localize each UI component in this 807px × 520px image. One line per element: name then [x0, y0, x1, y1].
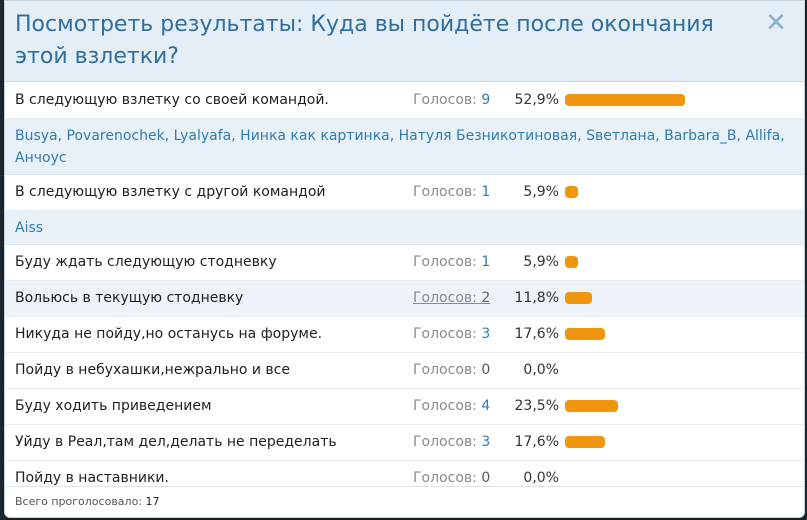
poll-option-label: Вольюсь в текущую стодневку: [15, 290, 244, 306]
voter-separator: ,: [57, 128, 67, 144]
vote-percent: 0,0%: [523, 470, 559, 486]
total-votes-count: 17: [145, 495, 160, 508]
vote-percent: 5,9%: [523, 184, 559, 200]
voter-separator: ,: [736, 128, 746, 144]
vote-percent: 52,9%: [514, 92, 559, 108]
voter-separator: ,: [780, 128, 785, 144]
vote-count-link[interactable]: Голосов: 4: [413, 389, 490, 424]
vote-percent-bar: [565, 292, 592, 304]
poll-results-dialog: Посмотреть результаты: Куда вы пойдёте п…: [4, 0, 805, 518]
voter-separator: ,: [389, 128, 399, 144]
poll-results-list: В следующую взлетку со своей командой. Го…: [5, 83, 804, 497]
voter-separator: ,: [231, 128, 241, 144]
vote-count: 3: [481, 434, 491, 450]
voter-link[interactable]: Анчоус: [15, 150, 67, 166]
vote-count-prefix: Голосов:: [413, 470, 482, 486]
vote-percent-bar: [565, 94, 685, 106]
poll-option-label: Пойду в небухашки,нежрально и все: [15, 362, 290, 378]
vote-percent: 17,6%: [514, 326, 559, 342]
voter-link[interactable]: Lyalyafa: [173, 128, 232, 144]
vote-percent-bar: [565, 186, 578, 198]
poll-option-row: Вольюсь в текущую стодневку Голосов: 2 11,…: [5, 281, 804, 317]
poll-option-row: Буду ходить приведением Голосов: 4 23,5%: [5, 389, 804, 425]
vote-percent: 17,6%: [514, 434, 559, 450]
voter-list: Aiss: [5, 211, 804, 245]
total-votes-label: Всего проголосовало:: [15, 495, 146, 508]
poll-option-label: В следующую взлетку с другой командой: [15, 184, 326, 200]
poll-option-label: Буду ходить приведением: [15, 398, 212, 414]
voter-separator: ,: [577, 128, 587, 144]
poll-option-row: В следующую взлетку со своей командой. Го…: [5, 83, 804, 119]
vote-count: 3: [481, 326, 491, 342]
vote-count-link[interactable]: Голосов: 1: [413, 175, 490, 210]
vote-count: 1: [481, 254, 491, 270]
vote-count-link: Голосов: 0: [413, 353, 490, 388]
vote-count: 0: [481, 470, 491, 486]
voter-link[interactable]: Нинка как картинка: [240, 128, 390, 144]
vote-count-link[interactable]: Голосов: 9: [413, 83, 490, 118]
vote-percent-bar: [565, 328, 605, 340]
voter-list: Busya, Povarenochek, Lyalyafa, Нинка как…: [5, 119, 804, 175]
dialog-footer: Всего проголосовало: 17: [5, 486, 804, 517]
vote-percent: 23,5%: [514, 398, 559, 414]
vote-count: 2: [481, 290, 491, 306]
vote-percent: 0,0%: [523, 362, 559, 378]
poll-option-row: Уйду в Реал,там дел,делать не переделать…: [5, 425, 804, 461]
vote-count-prefix: Голосов:: [413, 398, 482, 414]
voter-link[interactable]: Натуля Безникотиновая: [398, 128, 578, 144]
vote-count-link[interactable]: Голосов: 3: [413, 317, 490, 352]
dialog-header: Посмотреть результаты: Куда вы пойдёте п…: [5, 1, 804, 82]
voter-link[interactable]: Povarenochek: [66, 128, 165, 144]
vote-count: 0: [481, 362, 491, 378]
voter-link[interactable]: Barbara_B: [664, 128, 737, 144]
vote-count: 9: [481, 92, 491, 108]
voter-separator: ,: [164, 128, 174, 144]
vote-count-link[interactable]: Голосов: 3: [413, 425, 490, 460]
vote-percent-bar: [565, 400, 618, 412]
vote-percent-bar: [565, 256, 578, 268]
poll-option-row: В следующую взлетку с другой командой Гол…: [5, 175, 804, 211]
voter-link[interactable]: Busya: [15, 128, 58, 144]
poll-option-row: Буду ждать следующую стодневку Голосов: 1…: [5, 245, 804, 281]
poll-option-label: Никуда не пойду,но останусь на форуме.: [15, 326, 323, 342]
vote-count-prefix: Голосов:: [413, 254, 482, 270]
poll-option-row: Пойду в небухашки,нежрально и все Голосов…: [5, 353, 804, 389]
voter-link[interactable]: Allifa: [745, 128, 781, 144]
vote-percent: 11,8%: [514, 290, 559, 306]
poll-option-label: Буду ждать следующую стодневку: [15, 254, 277, 270]
vote-count-prefix: Голосов:: [413, 362, 482, 378]
vote-count-prefix: Голосов:: [413, 290, 482, 306]
poll-option-label: В следующую взлетку со своей командой.: [15, 92, 329, 108]
vote-count: 4: [481, 398, 491, 414]
vote-count-prefix: Голосов:: [413, 326, 482, 342]
poll-option-label: Пойду в наставники.: [15, 470, 169, 486]
voter-link[interactable]: Aiss: [15, 220, 44, 236]
dialog-title: Посмотреть результаты: Куда вы пойдёте п…: [15, 12, 714, 69]
vote-count-prefix: Голосов:: [413, 434, 482, 450]
vote-count-link[interactable]: Голосов: 1: [413, 245, 490, 280]
poll-option-label: Уйду в Реал,там дел,делать не переделать: [15, 434, 337, 450]
voter-separator: ,: [655, 128, 665, 144]
vote-percent: 5,9%: [523, 254, 559, 270]
total-votes: Всего проголосовало: 17: [15, 495, 160, 508]
vote-count-prefix: Голосов:: [413, 184, 482, 200]
vote-count-prefix: Голосов:: [413, 92, 482, 108]
vote-count-link[interactable]: Голосов: 2: [413, 281, 490, 316]
voter-link[interactable]: Sветлана: [586, 128, 656, 144]
vote-percent-bar: [565, 436, 605, 448]
close-icon[interactable]: ✕: [765, 8, 787, 38]
vote-count-link: Голосов: 0: [413, 461, 490, 496]
vote-count: 1: [481, 184, 491, 200]
poll-option-row: Никуда не пойду,но останусь на форуме. Го…: [5, 317, 804, 353]
